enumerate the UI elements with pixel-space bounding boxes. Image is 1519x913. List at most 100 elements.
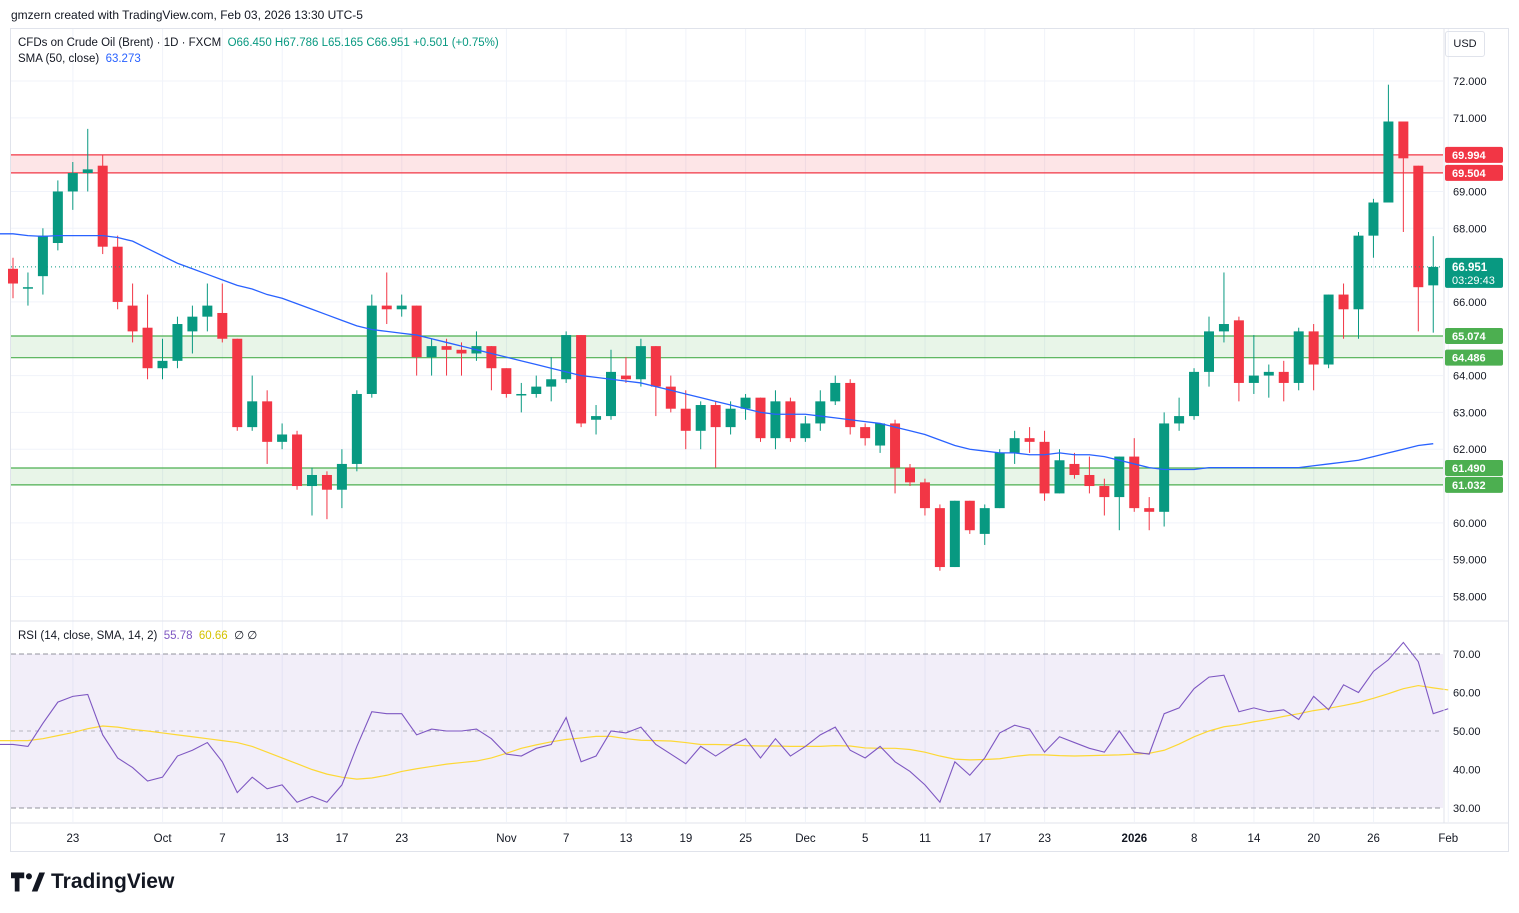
candle-body	[1159, 423, 1170, 512]
candle-body	[635, 346, 646, 380]
rsi-legend-label[interactable]: RSI (14, close, SMA, 14, 2)	[18, 630, 158, 642]
sma-line-layer	[0, 233, 1434, 471]
candle-body	[860, 427, 871, 439]
currency-selector[interactable]: USD	[1445, 31, 1485, 57]
time-tick-label: 8	[1191, 833, 1197, 845]
candles	[8, 84, 1439, 571]
candle-body	[905, 467, 915, 483]
candle-body	[725, 408, 736, 428]
candle-body	[217, 312, 228, 339]
candle-body	[232, 338, 243, 428]
rsi-tick-label: 50.00	[1453, 726, 1481, 738]
candle-body	[1204, 331, 1214, 372]
candle-body	[351, 393, 362, 464]
price-legend: CFDs on Crude Oil (Brent) · 1D · FXCM O6…	[18, 35, 499, 67]
candle-body	[321, 474, 332, 490]
time-tick-label: 25	[739, 833, 752, 845]
candle-body	[336, 463, 347, 490]
candle-body	[127, 305, 138, 332]
candle-body	[1248, 375, 1259, 383]
zone-price-badge	[1445, 349, 1503, 366]
support-zone	[11, 467, 1443, 485]
candle-body	[97, 165, 108, 247]
support-zone	[11, 336, 1443, 358]
candle-body	[994, 452, 1005, 509]
candle-body	[576, 335, 587, 424]
candle-body	[1413, 165, 1424, 288]
ohlc-values: O66.450 H67.786 L65.165 C66.951 +0.501 (…	[227, 37, 499, 49]
countdown-label: 03:29:43	[1452, 275, 1495, 287]
time-tick-label: Oct	[154, 833, 173, 845]
price-tick-label: 63.000	[1453, 407, 1487, 419]
candle-body	[1009, 438, 1020, 453]
price-tick-label: 64.000	[1453, 371, 1487, 383]
candle-body	[366, 305, 377, 394]
candle-body	[396, 305, 407, 310]
rsi-tick-label: 30.00	[1453, 803, 1481, 815]
candle-body	[292, 434, 303, 487]
zone-price-label: 69.504	[1452, 168, 1487, 180]
candle-body	[755, 397, 766, 439]
candle-body	[1099, 486, 1110, 498]
candle-body	[8, 268, 18, 284]
candle-body	[172, 324, 183, 361]
time-tick-label: 17	[336, 833, 349, 845]
symbol-label[interactable]: CFDs on Crude Oil (Brent) · 1D · FXCM	[18, 37, 222, 49]
zone-price-label: 65.074	[1452, 331, 1487, 343]
candle-body	[1383, 121, 1394, 203]
candle-body	[1174, 416, 1185, 424]
tradingview-logo-icon	[11, 872, 45, 892]
candle-body	[1278, 371, 1289, 383]
candle-body	[800, 423, 811, 439]
price-tick-label: 72.000	[1453, 76, 1487, 88]
rsi-pane	[0, 641, 1449, 809]
time-tick-label: 2026	[1122, 833, 1148, 845]
time-tick-label: 19	[679, 833, 692, 845]
rsi-sma-legend-value: 60.66	[198, 630, 228, 642]
price-tick-label: 58.000	[1453, 592, 1487, 604]
sma-legend-value: 63.273	[105, 53, 141, 65]
candle-body	[1398, 121, 1409, 159]
price-tick-label: 60.000	[1453, 518, 1487, 530]
sma-legend-label[interactable]: SMA (50, close)	[18, 53, 100, 65]
candle-body	[202, 305, 213, 317]
candle-body	[381, 305, 392, 310]
candle-body	[845, 382, 856, 428]
candle-body	[620, 375, 631, 380]
time-tick-label: 23	[1038, 833, 1051, 845]
candle-body	[785, 401, 796, 439]
price-tick-label: 62.000	[1453, 444, 1487, 456]
candle-body	[979, 508, 990, 534]
candle-body	[830, 382, 841, 402]
rsi-legend-extra: ∅ ∅	[234, 630, 258, 642]
candle-body	[964, 500, 975, 531]
candle-body	[680, 408, 691, 431]
last-price-badge	[1445, 257, 1503, 288]
candle-body	[247, 401, 258, 428]
zone-price-badge	[1445, 146, 1503, 163]
candle-body	[531, 386, 542, 394]
rsi-sma-line	[0, 684, 1449, 780]
candle-body	[441, 346, 452, 350]
zone-price-badge	[1445, 459, 1503, 476]
candle-body	[591, 416, 602, 420]
time-tick-label: Feb	[1438, 833, 1458, 845]
rsi-legend: RSI (14, close, SMA, 14, 2) 55.78 60.66 …	[18, 628, 257, 642]
time-tick-label: 17	[978, 833, 991, 845]
price-tick-label: 69.000	[1453, 186, 1487, 198]
candle-body	[67, 173, 78, 192]
zone-price-label: 61.490	[1452, 463, 1486, 475]
rsi-tick-label: 40.00	[1453, 765, 1481, 777]
candle-body	[1054, 460, 1065, 494]
zone-price-label: 61.032	[1452, 480, 1486, 492]
time-tick-label: 13	[276, 833, 289, 845]
candle-body	[262, 401, 273, 442]
candle-body	[1144, 508, 1155, 512]
zone-price-label: 64.486	[1452, 353, 1486, 365]
rsi-tick-label: 60.00	[1453, 688, 1481, 700]
time-tick-label: 23	[395, 833, 408, 845]
candle-body	[82, 169, 93, 174]
zone-price-label: 69.994	[1452, 150, 1487, 162]
candle-body	[1323, 294, 1334, 365]
